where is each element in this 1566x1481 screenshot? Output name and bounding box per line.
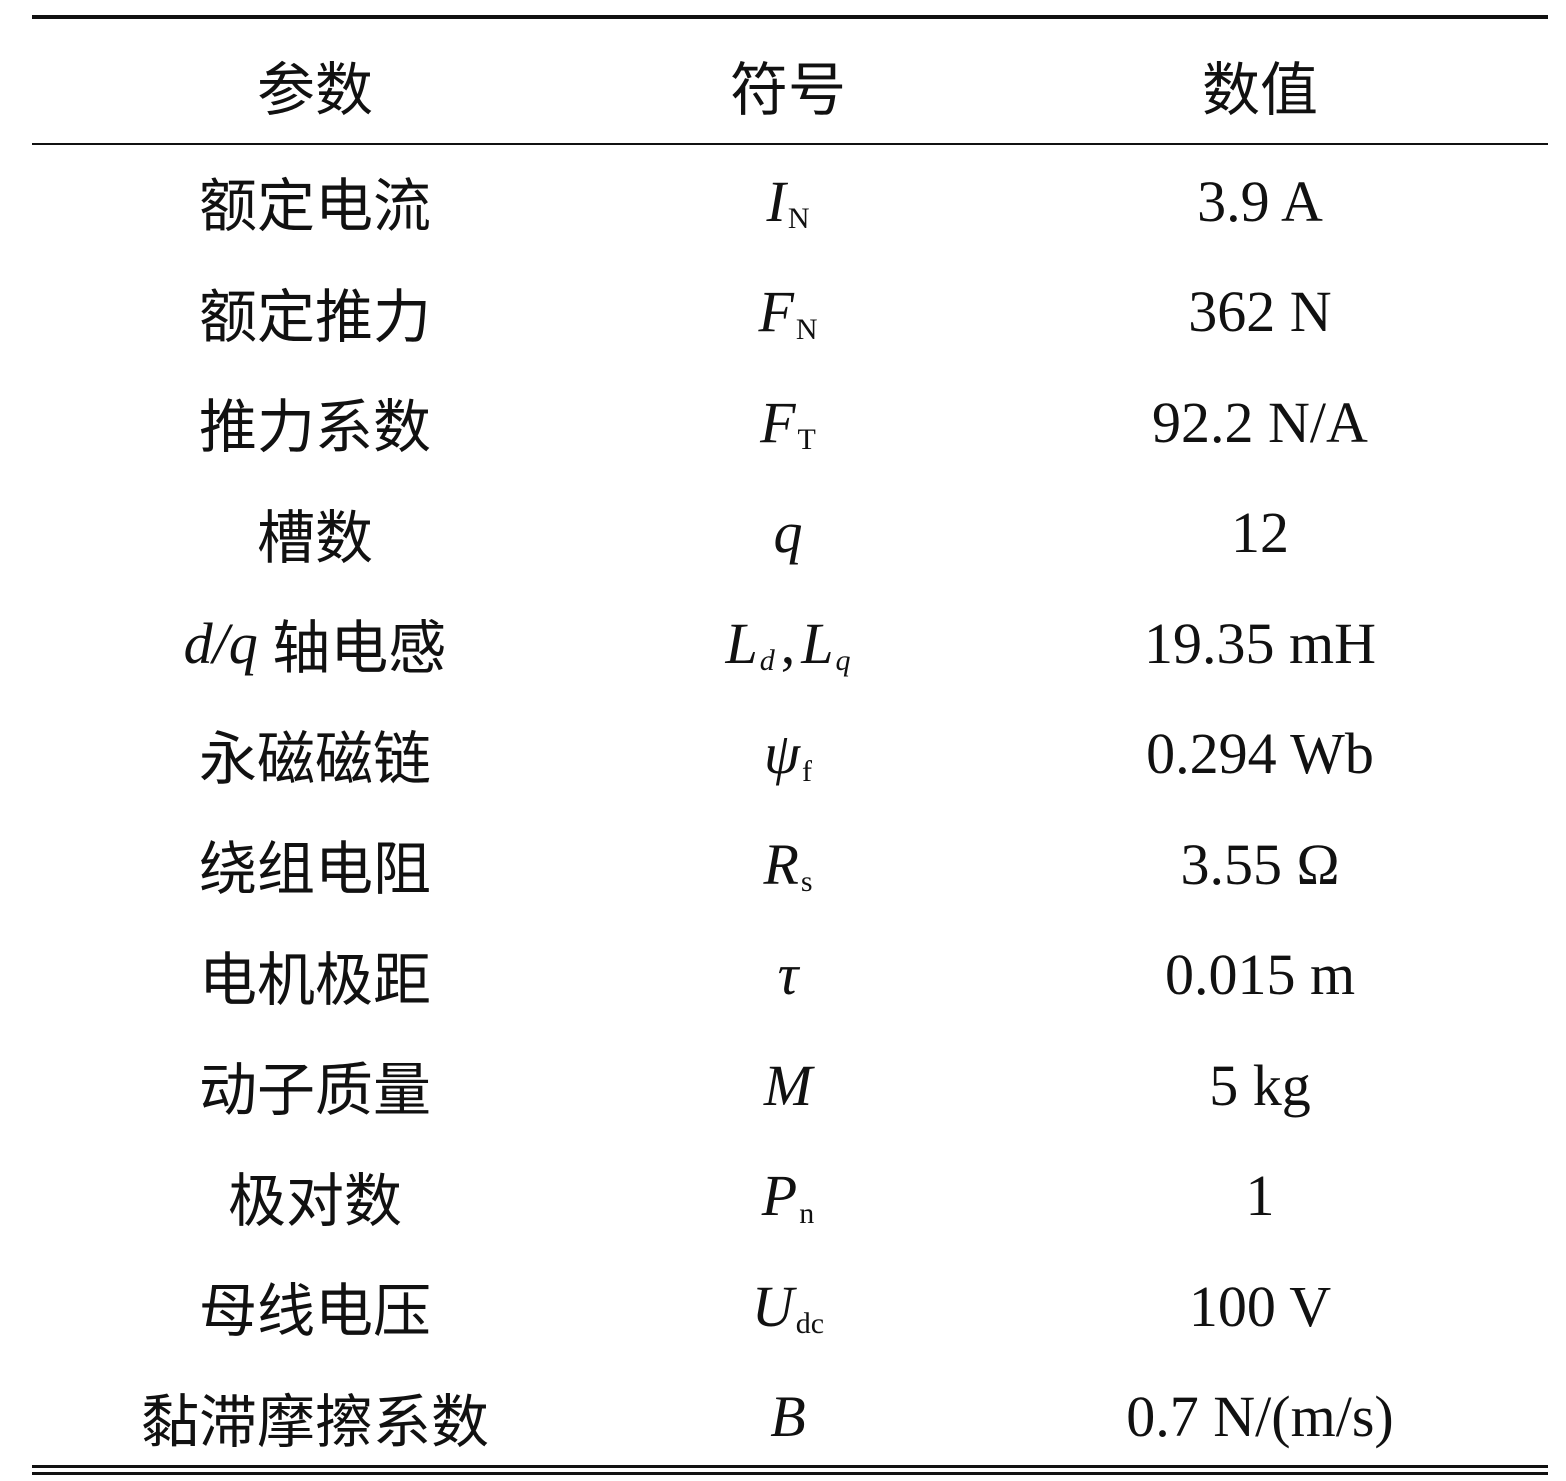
header-param: 参数 xyxy=(256,58,373,123)
param-cell: 绕组电阻 xyxy=(32,809,598,919)
param-cell: 母线电压 xyxy=(32,1251,598,1361)
symbol-subscript-2: q xyxy=(835,644,851,677)
symbol-subscript: f xyxy=(802,754,813,788)
bottom-rule-2 xyxy=(32,1472,1548,1475)
symbol-main: F xyxy=(760,389,796,455)
value-cell: 3.55 Ω xyxy=(1180,831,1340,897)
value-cell: 362 N xyxy=(1188,279,1332,344)
param-cell: 推力系数 xyxy=(32,367,598,477)
param-cell: 电机极距 xyxy=(32,920,598,1030)
symbol-main-2: L xyxy=(801,610,834,676)
value-cell: 92.2 N/A xyxy=(1152,389,1368,455)
symbol-main: τ xyxy=(777,942,799,1007)
param-name: 母线电压 xyxy=(198,1279,431,1344)
table-row: 槽数 q 12 xyxy=(32,478,1548,588)
param-cell: 动子质量 xyxy=(32,1030,598,1140)
table-row: 动子质量 M 5 kg xyxy=(32,1030,1548,1140)
header-rule xyxy=(32,143,1548,145)
value-cell: 0.015 m xyxy=(1164,942,1356,1007)
param-name: 额定推力 xyxy=(198,284,431,350)
value-cell: 3.9 A xyxy=(1197,168,1323,234)
symbol-separator: , xyxy=(780,610,796,676)
value-cell: 5 kg xyxy=(1209,1052,1311,1118)
symbol-subscript: d xyxy=(759,644,775,677)
symbol-cell: q xyxy=(588,478,988,588)
param-name: 绕组电阻 xyxy=(198,837,431,902)
symbol-main: I xyxy=(766,168,786,234)
symbol-main: R xyxy=(763,831,799,897)
param-cell: 黏滞摩擦系数 xyxy=(32,1362,598,1472)
symbol-cell: M xyxy=(588,1030,988,1140)
param-name: 黏滞摩擦系数 xyxy=(140,1389,489,1455)
param-cell: 额定推力 xyxy=(32,257,598,367)
symbol-main: B xyxy=(770,1384,806,1449)
header-symbol: 符号 xyxy=(729,58,846,123)
value-cell: 19.35 mH xyxy=(1144,610,1376,676)
param-cell: 永磁磁链 xyxy=(32,699,598,809)
symbol-cell: τ xyxy=(588,920,988,1030)
param-italic: d/q xyxy=(183,610,258,676)
param-name: 推力系数 xyxy=(198,395,431,460)
param-name: 动子质量 xyxy=(198,1058,431,1123)
header-row: 参数 符号 数值 xyxy=(32,30,1548,140)
bottom-rule-1 xyxy=(32,1465,1548,1468)
symbol-main: M xyxy=(763,1052,813,1118)
param-name: 永磁磁链 xyxy=(198,726,431,792)
symbol-subscript: s xyxy=(800,865,813,898)
param-name: 极对数 xyxy=(227,1168,402,1234)
value-cell: 1 xyxy=(1245,1163,1275,1228)
param-name: 额定电流 xyxy=(198,174,431,239)
table-row: 电机极距 τ 0.015 m xyxy=(32,920,1548,1030)
param-name: 轴电感 xyxy=(257,616,447,681)
value-cell: 0.7 N/(m/s) xyxy=(1126,1384,1394,1449)
param-cell: 槽数 xyxy=(32,478,598,588)
param-cell: d/q 轴电感 xyxy=(32,588,598,698)
param-name: 电机极距 xyxy=(198,947,431,1013)
param-name: 槽数 xyxy=(256,505,373,571)
symbol-subscript: T xyxy=(797,423,816,456)
symbol-main: ψ xyxy=(763,721,801,786)
symbol-subscript: n xyxy=(799,1196,815,1230)
symbol-main: F xyxy=(758,279,794,344)
symbol-cell: B xyxy=(588,1362,988,1472)
table-row: 黏滞摩擦系数 B 0.7 N/(m/s) xyxy=(32,1362,1548,1472)
table-row: 永磁磁链 ψ f 0.294 Wb xyxy=(32,699,1548,809)
table-row: 额定推力 F N 362 N xyxy=(32,257,1548,367)
symbol-subscript: dc xyxy=(795,1307,825,1340)
symbol-subscript: N xyxy=(787,202,810,235)
value-cell: 0.294 Wb xyxy=(1146,721,1374,786)
param-cell: 极对数 xyxy=(32,1141,598,1251)
symbol-main: U xyxy=(751,1273,794,1339)
symbol-subscript: N xyxy=(795,312,818,346)
top-rule xyxy=(32,15,1548,19)
table-row: 推力系数 F T 92.2 N/A xyxy=(32,367,1548,477)
symbol-main: q xyxy=(773,500,803,565)
header-value: 数值 xyxy=(1201,58,1318,123)
symbol-main: L xyxy=(725,610,758,676)
symbol-main: P xyxy=(761,1163,798,1228)
value-cell: 12 xyxy=(1231,500,1289,565)
table-row: 额定电流 I N 3.9 A xyxy=(32,146,1548,256)
value-cell: 100 V xyxy=(1188,1273,1332,1339)
param-cell: 额定电流 xyxy=(32,146,598,256)
